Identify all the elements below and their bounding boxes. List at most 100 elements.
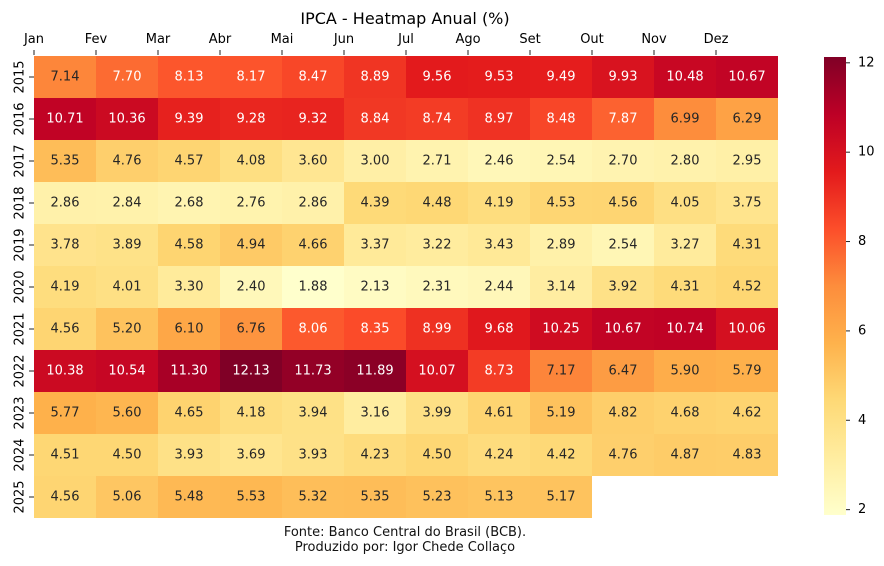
cell-value-label: 4.62 <box>733 406 762 421</box>
column-tick-mai: Mai <box>271 32 294 47</box>
heatmap-cell <box>406 224 468 266</box>
cell-value-label: 9.93 <box>609 70 638 85</box>
cell-value-label: 4.56 <box>609 196 638 211</box>
heatmap-cell <box>282 434 344 476</box>
heatmap-cell <box>406 140 468 182</box>
heatmap-cell <box>220 224 282 266</box>
cell-value-label: 4.57 <box>175 154 204 169</box>
column-tick-set: Set <box>519 32 540 47</box>
cell-value-label: 4.19 <box>485 196 514 211</box>
heatmap-cell <box>654 56 716 98</box>
heatmap-cell <box>406 350 468 392</box>
heatmap-cell <box>468 98 530 140</box>
cell-value-label: 3.16 <box>361 406 390 421</box>
heatmap-cell <box>530 308 592 350</box>
row-tick-2021: 2021 <box>13 312 28 345</box>
heatmap-cell <box>406 182 468 224</box>
cell-value-label: 3.89 <box>113 238 142 253</box>
cell-value-label: 10.67 <box>728 70 765 85</box>
colorbar-tick-label: 8 <box>858 234 866 249</box>
column-tick-jun: Jun <box>333 32 354 47</box>
cell-value-label: 10.07 <box>418 364 455 379</box>
cell-value-label: 4.76 <box>609 448 638 463</box>
heatmap-cell <box>654 224 716 266</box>
heatmap-cell <box>530 224 592 266</box>
heatmap-cell <box>220 56 282 98</box>
cell-value-label: 4.52 <box>733 280 762 295</box>
cell-value-label: 5.35 <box>361 490 390 505</box>
cell-value-label: 5.90 <box>671 364 700 379</box>
heatmap-cell <box>96 140 158 182</box>
heatmap-cell <box>158 308 220 350</box>
cell-value-label: 6.10 <box>175 322 204 337</box>
heatmap-cell <box>716 98 778 140</box>
cell-value-label: 2.76 <box>237 196 266 211</box>
cell-value-label: 8.47 <box>299 70 328 85</box>
cell-value-label: 10.36 <box>108 112 145 127</box>
heatmap-cell <box>220 476 282 518</box>
row-tick-2017: 2017 <box>13 144 28 177</box>
cell-value-label: 10.67 <box>604 322 641 337</box>
cell-value-label: 6.76 <box>237 322 266 337</box>
heatmap-cell <box>716 140 778 182</box>
cell-value-label: 10.74 <box>666 322 703 337</box>
source-note: Fonte: Banco Central do Brasil (BCB). <box>283 525 527 540</box>
column-tick-mar: Mar <box>146 32 171 47</box>
heatmap-cell <box>220 434 282 476</box>
heatmap-cell <box>158 98 220 140</box>
heatmap-cell <box>468 476 530 518</box>
cell-value-label: 3.30 <box>175 280 204 295</box>
colorbar-tick-label: 10 <box>858 145 875 160</box>
cell-value-label: 9.68 <box>485 322 514 337</box>
heatmap-cell <box>158 350 220 392</box>
cell-value-label: 3.93 <box>299 448 328 463</box>
cell-value-label: 4.87 <box>671 448 700 463</box>
heatmap-cell <box>716 392 778 434</box>
heatmap-cell <box>592 434 654 476</box>
colorbar-tick-label: 12 <box>858 55 875 70</box>
heatmap-cell <box>592 266 654 308</box>
heatmap-cell <box>716 182 778 224</box>
heatmap-cell <box>158 476 220 518</box>
cell-value-label: 5.60 <box>113 406 142 421</box>
heatmap-cell <box>468 350 530 392</box>
cell-value-label: 8.06 <box>299 322 328 337</box>
heatmap-cell <box>220 350 282 392</box>
cell-value-label: 6.47 <box>609 364 638 379</box>
heatmap-cell <box>592 182 654 224</box>
heatmap-cell <box>344 476 406 518</box>
cell-value-label: 8.17 <box>237 70 266 85</box>
cell-value-label: 3.22 <box>423 238 452 253</box>
heatmap-cell <box>592 308 654 350</box>
heatmap-cell <box>530 476 592 518</box>
row-tick-2016: 2016 <box>13 102 28 135</box>
cell-value-label: 10.06 <box>728 322 765 337</box>
heatmap-cell <box>344 308 406 350</box>
cell-value-label: 5.53 <box>237 490 266 505</box>
cell-value-label: 7.70 <box>113 70 142 85</box>
heatmap-cell <box>592 98 654 140</box>
cell-value-label: 4.39 <box>361 196 390 211</box>
heatmap-cell <box>654 392 716 434</box>
heatmap-cell <box>282 476 344 518</box>
heatmap-cell <box>96 392 158 434</box>
heatmap-cell <box>530 182 592 224</box>
cell-value-label: 2.68 <box>175 196 204 211</box>
cell-value-label: 10.48 <box>666 70 703 85</box>
cell-value-label: 5.48 <box>175 490 204 505</box>
heatmap-cell <box>406 56 468 98</box>
cell-value-label: 4.65 <box>175 406 204 421</box>
cell-value-label: 3.27 <box>671 238 700 253</box>
cell-value-label: 5.77 <box>51 406 80 421</box>
cell-value-label: 5.06 <box>113 490 142 505</box>
cell-value-label: 8.74 <box>423 112 452 127</box>
heatmap-cell <box>654 266 716 308</box>
heatmap-cell <box>654 182 716 224</box>
cell-value-label: 2.31 <box>423 280 452 295</box>
cell-value-label: 5.20 <box>113 322 142 337</box>
cell-value-label: 3.75 <box>733 196 762 211</box>
cell-value-label: 3.43 <box>485 238 514 253</box>
cell-value-label: 4.50 <box>423 448 452 463</box>
heatmap-cell <box>96 182 158 224</box>
cell-value-label: 5.79 <box>733 364 762 379</box>
